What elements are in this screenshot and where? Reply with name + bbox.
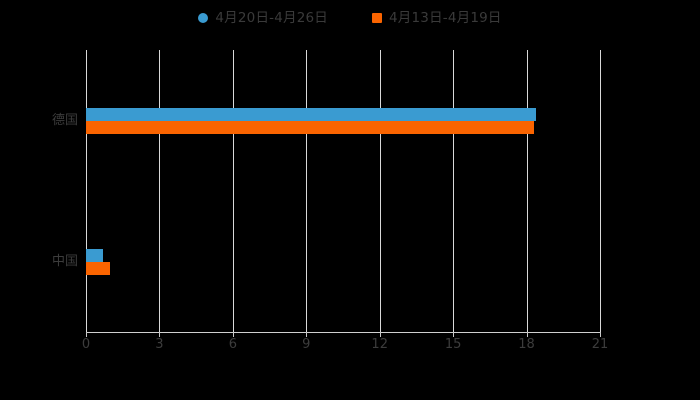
gridline	[159, 50, 161, 332]
tick-mark	[86, 332, 87, 337]
chart-legend: 4月20日-4月26日 4月13日-4月19日	[0, 6, 700, 30]
legend-item-series-1[interactable]: 4月13日-4月19日	[372, 11, 502, 25]
x-axis-tick-label: 12	[371, 337, 388, 352]
gridline	[379, 50, 381, 332]
tick-mark	[379, 332, 381, 337]
x-axis-line	[86, 332, 600, 333]
gridline	[232, 50, 234, 332]
gridline	[600, 50, 601, 332]
tick-mark	[453, 332, 455, 337]
tick-mark	[600, 332, 601, 337]
bar-series-1[interactable]	[86, 120, 534, 134]
x-axis-tick-label: 3	[155, 337, 164, 352]
category-label-text: 中国	[51, 253, 78, 269]
gridline	[306, 50, 308, 332]
gridline	[86, 50, 87, 332]
legend-label-series-0: 4月20日-4月26日	[215, 10, 328, 26]
bar-series-0[interactable]	[86, 248, 104, 262]
tick-mark	[306, 332, 308, 337]
x-axis-tick-label: 18	[518, 337, 535, 352]
bar-series-0[interactable]	[86, 107, 537, 121]
x-axis-tick-label: 21	[591, 337, 609, 352]
x-axis-tick-label: 15	[444, 337, 462, 352]
plot-area	[86, 50, 600, 332]
square-marker-icon	[372, 13, 382, 23]
gridline	[526, 50, 528, 332]
tick-mark	[232, 332, 234, 337]
gridline	[453, 50, 455, 332]
legend-item-series-0[interactable]: 4月20日-4月26日	[198, 11, 328, 25]
x-axis-tick-label: 9	[302, 337, 311, 352]
x-axis-tick-label: 6	[228, 337, 237, 352]
bar-series-1[interactable]	[86, 261, 111, 275]
x-axis-tick-label: 0	[81, 337, 91, 352]
circle-marker-icon	[198, 13, 209, 23]
legend-label-series-1: 4月13日-4月19日	[389, 10, 502, 26]
tick-mark	[526, 332, 528, 337]
tick-mark	[159, 332, 161, 337]
category-label-text: 德国	[51, 112, 78, 128]
